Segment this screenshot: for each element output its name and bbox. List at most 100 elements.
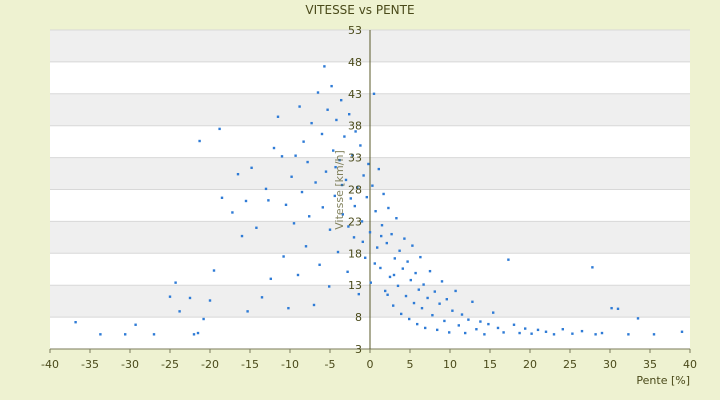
data-point <box>178 310 181 313</box>
data-point <box>218 127 221 131</box>
data-point <box>296 273 300 277</box>
data-point <box>314 181 317 184</box>
x-tick-label: -5 <box>325 358 336 371</box>
data-point <box>487 322 490 326</box>
data-point <box>411 244 414 247</box>
data-point <box>304 245 308 248</box>
data-point <box>414 271 417 275</box>
data-point <box>343 135 346 138</box>
data-point <box>368 231 372 234</box>
data-point <box>445 298 448 301</box>
data-point <box>294 154 297 157</box>
data-point <box>300 190 304 194</box>
data-point <box>426 296 429 300</box>
data-point <box>594 333 597 336</box>
data-point <box>374 209 377 213</box>
x-tick-label: -15 <box>241 358 259 371</box>
y-axis-label: Vitesse [km/h] <box>333 150 346 230</box>
x-tick-label: 15 <box>483 358 497 371</box>
data-point <box>436 328 439 332</box>
data-point <box>530 332 533 335</box>
data-point <box>287 306 290 310</box>
data-point <box>356 186 359 189</box>
data-point <box>348 113 351 116</box>
data-point <box>354 130 357 133</box>
data-point <box>380 224 384 227</box>
x-tick-label: -25 <box>161 358 179 371</box>
data-point <box>454 289 457 293</box>
data-point <box>310 121 313 125</box>
data-point <box>600 331 604 335</box>
data-points <box>74 65 684 336</box>
data-point <box>552 333 556 336</box>
x-tick-label: 25 <box>563 358 577 371</box>
data-point <box>282 255 285 258</box>
data-point <box>561 328 564 331</box>
data-point <box>124 333 127 336</box>
data-point <box>438 302 441 305</box>
data-point <box>384 289 387 293</box>
data-point <box>417 288 420 291</box>
data-point <box>168 295 172 298</box>
data-point <box>202 317 205 321</box>
data-point <box>464 331 467 335</box>
data-point <box>412 301 416 305</box>
y-tick-label: 8 <box>355 311 362 324</box>
data-point <box>328 285 331 288</box>
x-tick-label: -35 <box>81 358 99 371</box>
data-point <box>372 92 376 95</box>
data-point <box>502 331 505 334</box>
x-tick-label: 10 <box>443 358 457 371</box>
data-point <box>536 328 540 332</box>
data-point <box>492 311 495 314</box>
data-point <box>392 304 395 307</box>
y-tick-label: 18 <box>348 247 362 260</box>
data-point <box>212 269 216 272</box>
y-tick-label: 38 <box>348 120 362 133</box>
x-tick-label: 5 <box>407 358 414 371</box>
data-point <box>192 333 196 336</box>
data-point <box>272 146 276 150</box>
data-point <box>512 323 516 326</box>
data-point <box>264 187 268 191</box>
data-point <box>284 203 288 207</box>
data-point <box>290 175 293 178</box>
data-point <box>208 299 212 302</box>
data-point <box>403 237 406 240</box>
data-point <box>357 292 360 296</box>
data-point <box>328 228 332 231</box>
y-tick-label: 3 <box>355 343 362 356</box>
data-point <box>353 204 356 208</box>
data-point <box>380 234 383 238</box>
chart-title: VITESSE vs PENTE <box>305 3 414 17</box>
data-point <box>404 294 408 298</box>
data-point <box>326 108 329 111</box>
data-point <box>479 320 482 323</box>
data-point <box>336 250 340 254</box>
y-tick-label: 53 <box>348 24 362 37</box>
data-point <box>360 220 364 223</box>
data-point <box>174 281 177 284</box>
x-axis-label: Pente [%] <box>636 374 690 387</box>
data-point <box>244 199 248 203</box>
data-point <box>496 326 500 330</box>
data-point <box>518 331 521 335</box>
data-point <box>544 330 548 333</box>
data-point <box>460 313 464 316</box>
data-point <box>376 246 379 249</box>
data-point <box>361 240 364 244</box>
data-point <box>571 332 574 335</box>
data-point <box>338 158 341 162</box>
data-point <box>134 323 137 326</box>
data-point <box>349 197 352 200</box>
data-point <box>333 194 336 198</box>
data-point <box>347 225 350 228</box>
data-point <box>330 84 333 88</box>
y-tick-label: 43 <box>348 88 362 101</box>
data-point <box>269 277 272 281</box>
data-point <box>443 319 446 323</box>
data-point <box>636 317 640 320</box>
data-point <box>340 98 343 102</box>
